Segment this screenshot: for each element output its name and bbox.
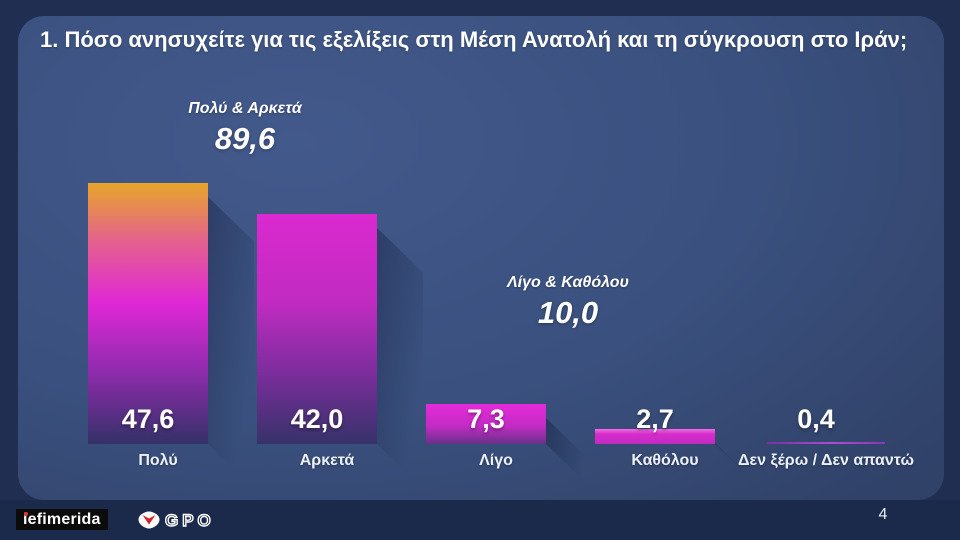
value-label-den-xero: 0,4 <box>797 404 835 434</box>
annotation-label: Πολύ & Αρκετά <box>188 100 302 117</box>
value-label-poly: 47,6 <box>121 404 175 434</box>
annotation-poly-arketa: Πολύ & Αρκετά 89,6 <box>125 100 365 157</box>
category-label-katholou: Καθόλου <box>631 452 699 469</box>
gpo-wordmark-text: GPO <box>165 511 215 530</box>
gpo-shield-icon <box>138 511 160 529</box>
annotation-value: 10,0 <box>537 295 599 330</box>
annotation-label: Λίγο & Καθόλου <box>506 274 629 291</box>
gpo-logo: GPO <box>138 510 232 530</box>
bar-poly <box>88 183 208 444</box>
bar-arketa <box>257 213 377 444</box>
bar-ligo <box>426 404 546 444</box>
page-number: 4 <box>878 506 888 523</box>
bar-den-xero <box>767 441 885 444</box>
category-label-ligo: Λίγο <box>479 452 513 469</box>
iefimerida-red-dot-icon <box>24 512 28 516</box>
iefimerida-logo-text: iefimerida <box>23 511 101 528</box>
annotation-value: 89,6 <box>214 121 276 156</box>
value-label-arketa: 42,0 <box>290 404 344 434</box>
category-label-arketa: Αρκετά <box>299 452 355 469</box>
gpo-wordmark: GPO <box>164 510 215 530</box>
category-label-den-xero: Δεν ξέρω / Δεν απαντώ <box>738 452 914 469</box>
value-label-katholou: 2,7 <box>636 404 674 434</box>
footer-bar: iefimerida GPO 4 <box>0 500 960 540</box>
bar-katholou <box>595 429 715 444</box>
value-label-ligo: 7,3 <box>467 404 505 434</box>
slide-title: 1. Πόσο ανησυχείτε για τις εξελίξεις στη… <box>40 27 908 52</box>
iefimerida-logo: iefimerida <box>16 509 108 530</box>
annotation-ligo-katholou: Λίγο & Καθόλου 10,0 <box>448 274 688 331</box>
category-label-poly: Πολύ <box>138 452 178 469</box>
